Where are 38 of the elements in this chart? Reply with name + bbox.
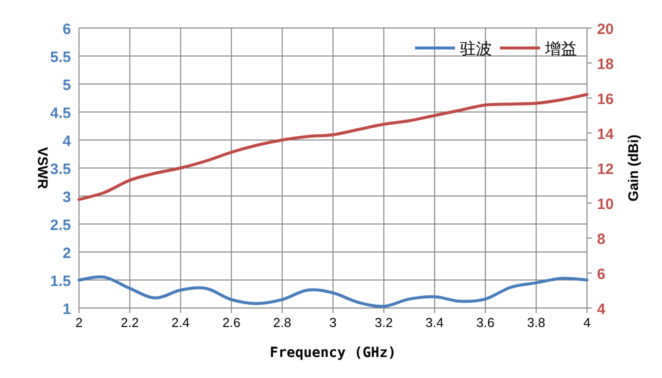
x-tick-label: 3.8 [527, 315, 546, 330]
y-tick-label: 3.5 [50, 161, 71, 178]
y2-tick-label: 10 [597, 196, 614, 213]
x-tick-label: 3.6 [476, 315, 494, 330]
y2-tick-label: 6 [597, 266, 606, 283]
x-tick-label: 2.4 [172, 315, 190, 330]
y-tick-label: 2.5 [50, 217, 71, 234]
line-series [78, 275, 588, 308]
x-tick-label: 3.4 [426, 315, 444, 330]
y-tick-label: 2 [62, 245, 71, 262]
y-tick-label: 4.5 [50, 105, 71, 122]
x-axis-title: Frequency (GHz) [270, 345, 396, 361]
y2-tick-label: 16 [597, 91, 614, 108]
y2-tick-label: 14 [597, 126, 614, 143]
y-tick-label: 3 [62, 189, 71, 206]
y-axis-title: VSWR [35, 147, 51, 189]
y-tick-label: 1 [62, 301, 71, 318]
y2-tick-label: 4 [597, 301, 606, 318]
x-tick-label: 3.2 [374, 315, 393, 330]
y-tick-label: 4 [62, 133, 72, 150]
x-tick-label: 2 [75, 315, 83, 330]
y2-tick-label: 8 [597, 231, 606, 248]
legend-label: 增益 [544, 40, 577, 58]
x-tick-label: 2.8 [273, 315, 292, 330]
legend-label: 驻波 [460, 40, 492, 58]
line-series [78, 93, 588, 201]
x-tick-label: 4 [583, 315, 591, 330]
x-tick-label: 2.6 [222, 315, 240, 330]
y2-tick-label: 18 [597, 56, 614, 73]
y-tick-label: 6 [62, 21, 71, 38]
y2-axis-title: Gain (dBi) [625, 134, 641, 202]
y-tick-label: 5 [62, 77, 71, 94]
y-tick-label: 5.5 [50, 49, 71, 66]
x-tick-label: 2.2 [120, 315, 139, 330]
y2-tick-label: 12 [597, 161, 614, 178]
x-tick-label: 3 [329, 315, 337, 330]
y2-tick-label: 20 [597, 21, 614, 38]
y-tick-label: 1.5 [50, 273, 71, 290]
